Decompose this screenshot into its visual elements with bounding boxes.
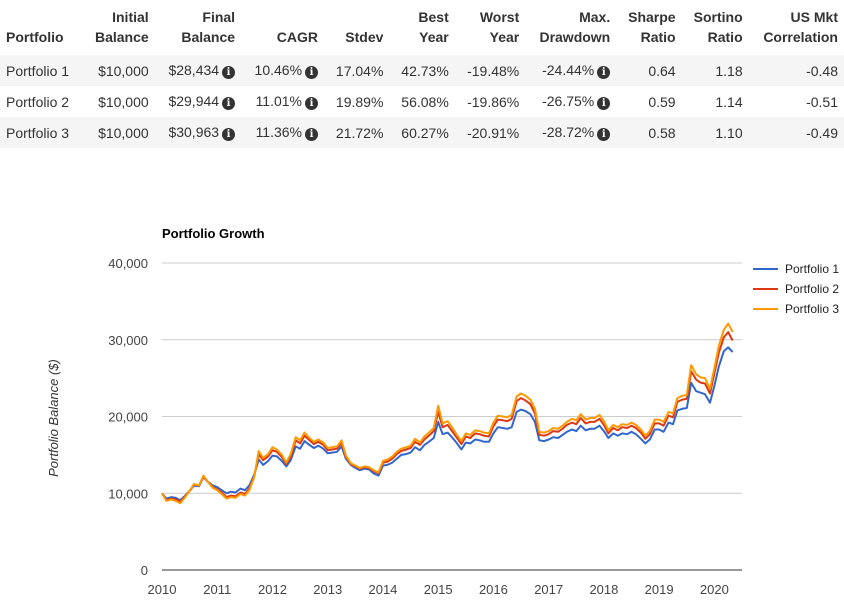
cell-max-drawdown: -28.72% i (525, 117, 617, 148)
portfolio-growth-chart: Portfolio Growth Portfolio Balance ($) 0… (46, 226, 839, 597)
cell-cagr: 10.46% i (241, 55, 325, 86)
chart-title: Portfolio Growth (162, 226, 265, 241)
y-tick-label: 20,000 (108, 410, 148, 425)
cell-value: $30,963 (168, 124, 220, 140)
cell-final-balance: $28,434 i (154, 55, 242, 86)
series-line-portfolio-1 (161, 346, 734, 502)
cell-sharpe-ratio: 0.64 (616, 55, 682, 86)
info-circle-icon[interactable]: i (305, 97, 319, 110)
x-tick-label: 2012 (258, 582, 287, 597)
y-axis-ticks: 0 10,000 20,000 30,000 40,000 (108, 256, 148, 578)
x-tick-label: 2010 (148, 582, 177, 597)
x-tick-label: 2013 (313, 582, 342, 597)
cell-worst-year: -19.48% (454, 55, 526, 86)
col-header-cagr: CAGR (276, 29, 319, 45)
x-tick-label: 2018 (589, 582, 618, 597)
col-header-max-drawdown: Max. Drawdown (539, 9, 611, 45)
legend-label: Portfolio 3 (785, 302, 839, 316)
cell-us-mkt-correlation: -0.49 (748, 117, 844, 148)
col-header-final-balance: Final Balance (181, 9, 236, 45)
info-circle-icon[interactable]: i (222, 128, 236, 141)
col-header-us-mkt-correlation: US Mkt Correlation (763, 9, 838, 45)
cell-value: -24.44% (542, 62, 595, 78)
y-tick-label: 0 (141, 563, 148, 578)
cell-initial-balance: $10,000 (82, 86, 155, 117)
x-axis-ticks: 2010 2011 2012 2013 2014 2015 2016 2017 2018 2019… (148, 582, 729, 597)
col-header-sharpe-ratio: Sharpe Ratio (628, 9, 676, 45)
table-row: Portfolio 2 $10,000 $29,944 i 11.01% i 19.… (0, 86, 844, 117)
x-tick-label: 2016 (479, 582, 508, 597)
cell-sortino-ratio: 1.10 (681, 117, 749, 148)
cell-portfolio: Portfolio 2 (0, 86, 83, 117)
cell-portfolio: Portfolio 1 (0, 55, 83, 86)
cell-value: 11.01% (255, 93, 303, 109)
x-tick-label: 2019 (645, 582, 674, 597)
info-circle-icon[interactable]: i (597, 97, 611, 110)
cell-best-year: 42.73% (389, 55, 455, 86)
cell-final-balance: $29,944 i (154, 86, 242, 117)
legend-label: Portfolio 2 (785, 282, 839, 296)
cell-sortino-ratio: 1.18 (681, 55, 749, 86)
y-axis-label: Portfolio Balance ($) (46, 359, 61, 477)
legend-label: Portfolio 1 (785, 262, 839, 276)
x-tick-label: 2014 (368, 582, 397, 597)
cell-cagr: 11.36% i (241, 117, 325, 148)
col-header-stdev: Stdev (345, 29, 384, 45)
table-header-row: Portfolio Initial Balance Final Balance CA… (0, 0, 844, 55)
cell-initial-balance: $10,000 (82, 55, 155, 86)
cell-sharpe-ratio: 0.58 (616, 117, 682, 148)
legend: Portfolio 1 Portfolio 2 Portfolio 3 (753, 262, 839, 316)
cell-value: $28,434 (168, 62, 220, 78)
x-tick-label: 2020 (700, 582, 729, 597)
x-tick-label: 2011 (203, 582, 231, 597)
cell-value: -26.75% (542, 93, 595, 109)
cell-value: 10.46% (254, 62, 303, 78)
info-circle-icon[interactable]: i (222, 66, 236, 79)
cell-worst-year: -20.91% (454, 117, 526, 148)
cell-best-year: 56.08% (389, 86, 455, 117)
y-tick-label: 40,000 (108, 256, 148, 271)
x-tick-label: 2015 (424, 582, 453, 597)
cell-value: $29,944 (168, 93, 220, 109)
cell-stdev: 19.89% (324, 86, 390, 117)
table-row: Portfolio 3 $10,000 $30,963 i 11.36% i 21.… (0, 117, 844, 148)
series-line-portfolio-3 (161, 322, 734, 505)
cell-value: 11.36% (255, 124, 303, 140)
cell-value: -28.72% (542, 124, 595, 140)
cell-sharpe-ratio: 0.59 (616, 86, 682, 117)
info-circle-icon[interactable]: i (305, 66, 319, 79)
cell-sortino-ratio: 1.14 (681, 86, 749, 117)
cell-stdev: 21.72% (324, 117, 390, 148)
table-row: Portfolio 1 $10,000 $28,434 i 10.46% i 17.… (0, 55, 844, 86)
cell-us-mkt-correlation: -0.51 (748, 86, 844, 117)
series-lines (161, 322, 734, 505)
col-header-sortino-ratio: Sortino Ratio (693, 9, 743, 45)
info-circle-icon[interactable]: i (597, 66, 611, 79)
info-circle-icon[interactable]: i (222, 97, 236, 110)
grid-lines (162, 262, 742, 571)
cell-max-drawdown: -24.44% i (525, 55, 617, 86)
portfolio-stats-table: Portfolio Initial Balance Final Balance CA… (0, 0, 844, 148)
x-tick-label: 2017 (534, 582, 563, 597)
cell-final-balance: $30,963 i (154, 117, 242, 148)
cell-best-year: 60.27% (389, 117, 455, 148)
info-circle-icon[interactable]: i (305, 128, 319, 141)
col-header-worst-year: Worst Year (479, 9, 520, 45)
info-circle-icon[interactable]: i (597, 128, 611, 141)
cell-worst-year: -19.86% (454, 86, 526, 117)
cell-max-drawdown: -26.75% i (525, 86, 617, 117)
col-header-portfolio: Portfolio (6, 29, 64, 45)
y-tick-label: 10,000 (108, 486, 148, 501)
cell-stdev: 17.04% (324, 55, 390, 86)
col-header-best-year: Best Year (418, 9, 449, 45)
col-header-initial-balance: Initial Balance (94, 9, 149, 45)
y-tick-label: 30,000 (108, 333, 148, 348)
cell-portfolio: Portfolio 3 (0, 117, 83, 148)
cell-cagr: 11.01% i (241, 86, 325, 117)
cell-us-mkt-correlation: -0.48 (748, 55, 844, 86)
cell-initial-balance: $10,000 (82, 117, 155, 148)
